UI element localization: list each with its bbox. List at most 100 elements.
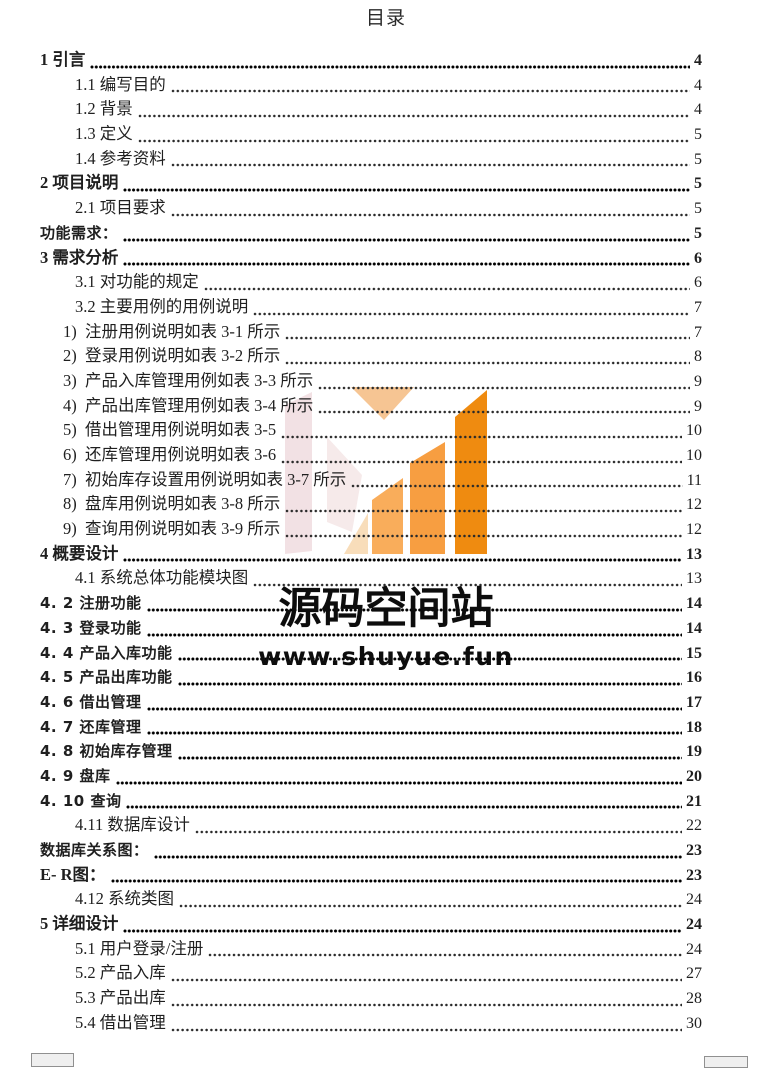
toc-entry[interactable]: 2.1 项目要求 5	[40, 196, 702, 221]
toc-entry-page-number: 21	[686, 792, 702, 810]
toc-entry-page-number: 10	[686, 422, 702, 440]
toc-entry[interactable]: 1) 注册用例说明如表 3-1 所示 7	[40, 320, 702, 345]
toc-entry-label: 8) 盘库用例说明如表 3-8 所示	[63, 494, 281, 514]
toc-entry[interactable]: 3.2 主要用例的用例说明 7	[40, 295, 702, 320]
toc-entry-label: 数据库关系图：	[40, 841, 149, 859]
toc-entry-label: 7) 初始库存设置用例说明如表 3-7 所示	[63, 469, 347, 489]
dot-leader	[137, 137, 690, 144]
dot-leader	[203, 285, 690, 292]
watermark-brand-text: 源码空间站	[278, 584, 494, 634]
toc-entry[interactable]: 6) 还库管理用例说明如表 3-6 10	[40, 443, 702, 468]
dot-leader	[90, 63, 690, 70]
toc-entry-label: 4) 产品出库管理用例如表 3-4 所示	[63, 395, 314, 415]
dot-leader	[285, 359, 690, 366]
dot-leader	[153, 853, 682, 860]
toc-entry-label: 2.1 项目要求	[75, 198, 166, 218]
toc-entry[interactable]: 5.2 产品入库 27	[40, 961, 702, 986]
toc-entry[interactable]: 4. 7 还库管理 18	[40, 715, 702, 740]
toc-entry[interactable]: 3.1 对功能的规定 6	[40, 270, 702, 295]
toc-entry-label: 4. 2 注册功能	[40, 594, 142, 613]
toc-entry-label: 5.1 用户登录/注册	[75, 938, 204, 958]
toc-entry-label: 4.11 数据库设计	[75, 815, 190, 835]
toc-entry-label: 1 引言	[40, 50, 86, 69]
toc-entry[interactable]: 1 引言 4	[40, 48, 702, 73]
toc-entry[interactable]: 2) 登录用例说明如表 3-2 所示 8	[40, 344, 702, 369]
toc-entry-page-number: 24	[686, 916, 702, 934]
dot-leader	[253, 582, 682, 589]
dot-leader	[285, 508, 682, 515]
toc-entry-label: 4. 4 产品入库功能	[40, 643, 173, 662]
toc-entry[interactable]: 5) 借出管理用例说明如表 3-5 10	[40, 418, 702, 443]
toc-entry-page-number: 7	[694, 323, 702, 341]
toc-entry[interactable]: 5.3 产品出库 28	[40, 986, 702, 1011]
toc-entry[interactable]: 4 概要设计 13	[40, 542, 702, 567]
dot-leader	[170, 977, 682, 984]
dot-leader	[123, 927, 682, 934]
toc-entry-label: 1.4 参考资料	[75, 148, 166, 168]
toc-entry-page-number: 5	[694, 200, 702, 218]
dot-leader	[170, 1026, 682, 1033]
toc-entry[interactable]: 1.3 定义 5	[40, 122, 702, 147]
toc-entry[interactable]: 1.2 背景 4	[40, 97, 702, 122]
toc-entry[interactable]: 2 项目说明 5	[40, 171, 702, 196]
toc-entry-page-number: 6	[694, 249, 702, 267]
toc-entry-label: 4.12 系统类图	[75, 889, 174, 909]
toc-entry[interactable]: 4. 6 借出管理 17	[40, 690, 702, 715]
toc-entry[interactable]: 5 详细设计 24	[40, 912, 702, 937]
toc-entry[interactable]: 数据库关系图： 23	[40, 838, 702, 863]
toc-entry[interactable]: 4. 3 登录功能 14	[40, 616, 702, 641]
toc-entry[interactable]: 4.11 数据库设计 22	[40, 813, 702, 838]
toc-entry-page-number: 13	[686, 545, 702, 563]
toc-entry-page-number: 5	[694, 175, 702, 193]
dot-leader	[123, 261, 690, 268]
toc-entry[interactable]: 8) 盘库用例说明如表 3-8 所示 12	[40, 492, 702, 517]
toc-entry[interactable]: 4. 2 注册功能 14	[40, 591, 702, 616]
toc-entry-page-number: 9	[694, 372, 702, 390]
dot-leader	[179, 903, 682, 910]
dot-leader	[351, 483, 683, 490]
toc-entry-page-number: 14	[686, 619, 702, 637]
toc-entry[interactable]: 4. 8 初始库存管理 19	[40, 739, 702, 764]
toc-entry[interactable]: 1.4 参考资料 5	[40, 147, 702, 172]
toc-entry[interactable]: 3 需求分析 6	[40, 246, 702, 271]
toc-entry[interactable]: 4. 9 盘库 20	[40, 764, 702, 789]
toc-entry[interactable]: 功能需求： 5	[40, 221, 702, 246]
dot-leader	[122, 236, 690, 243]
toc-entry-label: 5) 借出管理用例说明如表 3-5	[63, 420, 277, 440]
toc-entry-page-number: 30	[686, 1014, 702, 1032]
toc-entry-label: 5.2 产品入库	[75, 963, 166, 983]
table-of-contents: 1 引言 4 1.1 编写目的 4 1.2 背景 4 1.3 定义 5 1.4 参考资料 5 2 项…	[40, 48, 702, 1036]
toc-entry[interactable]: 9) 查询用例说明如表 3-9 所示 12	[40, 517, 702, 542]
dot-leader	[137, 113, 690, 120]
toc-entry[interactable]: 5.4 借出管理 30	[40, 1011, 702, 1036]
toc-entry-label: 3 需求分析	[40, 247, 119, 267]
dot-leader	[318, 384, 690, 391]
toc-entry[interactable]: 3) 产品入库管理用例如表 3-3 所示 9	[40, 369, 702, 394]
toc-entry[interactable]: 4.12 系统类图 24	[40, 887, 702, 912]
toc-entry[interactable]: 4. 5 产品出库功能 16	[40, 665, 702, 690]
toc-entry[interactable]: 5.1 用户登录/注册 24	[40, 937, 702, 962]
dot-leader	[146, 705, 682, 712]
watermark-url-text: www.shuyue.fun	[258, 642, 514, 671]
dot-leader	[110, 878, 682, 885]
toc-entry[interactable]: E- R图： 23	[40, 863, 702, 888]
toc-entry[interactable]: 1.1 编写目的 4	[40, 73, 702, 98]
toc-entry[interactable]: 4. 4 产品入库功能 15	[40, 641, 702, 666]
toc-entry[interactable]: 4. 10 查询 21	[40, 789, 702, 814]
toc-entry-page-number: 23	[686, 866, 702, 884]
toc-entry-page-number: 12	[686, 521, 702, 539]
dot-leader	[146, 730, 682, 737]
toc-entry-label: 5.3 产品出库	[75, 988, 166, 1008]
toc-entry[interactable]: 4.1 系统总体功能模块图 13	[40, 566, 702, 591]
toc-entry-label: 1) 注册用例说明如表 3-1 所示	[63, 321, 281, 341]
toc-entry-page-number: 4	[694, 52, 702, 69]
toc-entry-label: 功能需求：	[40, 223, 118, 242]
toc-entry-page-number: 23	[686, 842, 702, 859]
page-bottom-fragment-right	[704, 1056, 748, 1068]
dot-leader	[115, 779, 682, 786]
page-title: 目录	[365, 8, 406, 29]
toc-entry[interactable]: 7) 初始库存设置用例说明如表 3-7 所示 11	[40, 468, 702, 493]
toc-entry[interactable]: 4) 产品出库管理用例如表 3-4 所示 9	[40, 394, 702, 419]
dot-leader	[170, 88, 690, 95]
toc-entry-label: 2 项目说明	[40, 173, 119, 193]
